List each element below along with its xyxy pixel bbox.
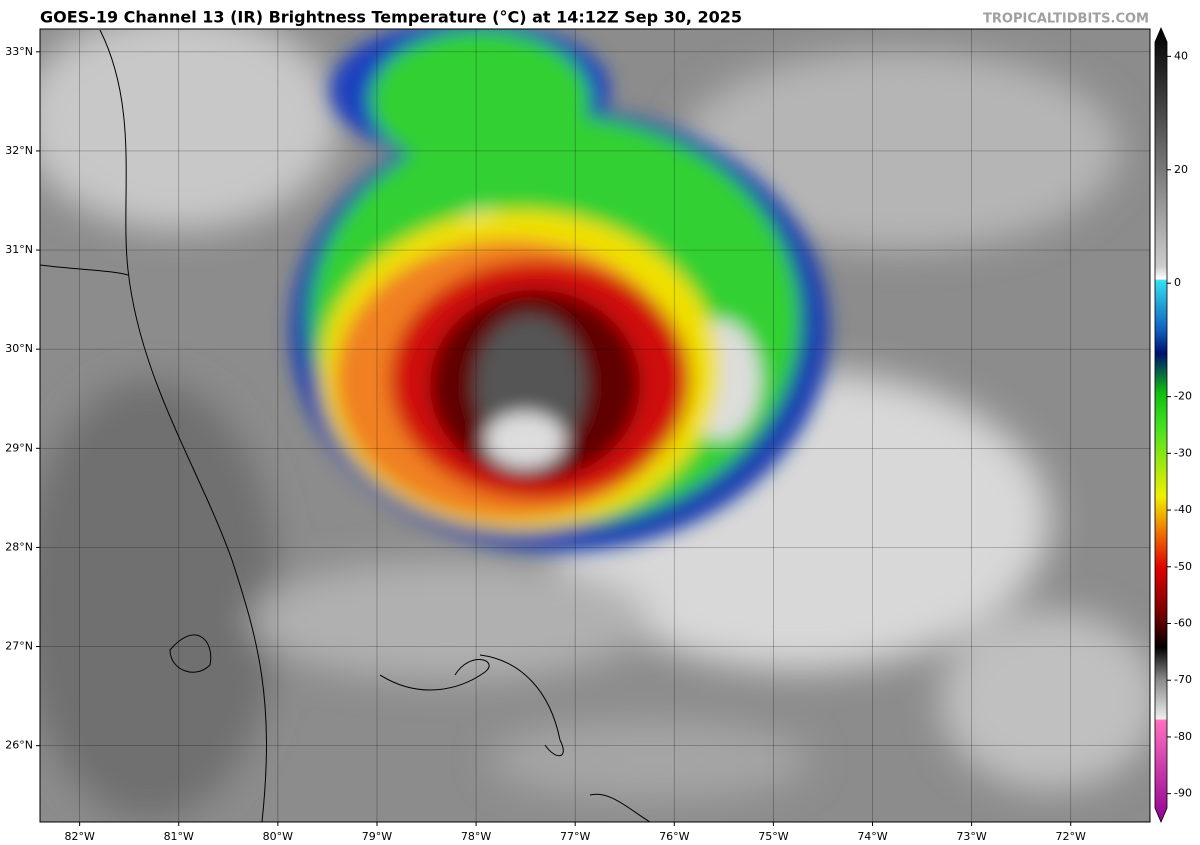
cloud bbox=[490, 720, 810, 800]
colorbar-label: 40 bbox=[1174, 49, 1188, 62]
lon-label: 76°W bbox=[659, 830, 689, 843]
land bbox=[40, 380, 280, 820]
cloud bbox=[40, 29, 340, 230]
lat-label: 26°N bbox=[5, 739, 33, 752]
map-frame bbox=[39, 28, 1151, 823]
lon-label: 77°W bbox=[560, 830, 590, 843]
colorbar-label: -30 bbox=[1174, 446, 1192, 459]
colorbar-label: -50 bbox=[1174, 560, 1192, 573]
lat-label: 27°N bbox=[5, 640, 33, 653]
title: GOES-19 Channel 13 (IR) Brightness Tempe… bbox=[40, 8, 742, 27]
colorbar-label: 20 bbox=[1174, 163, 1188, 176]
imagery bbox=[40, 29, 1150, 822]
axes: 82°W 81°W 80°W 79°W 78°W 77°W 76°W 75°W 74°W 73°W… bbox=[5, 29, 1150, 843]
coast bbox=[99, 29, 267, 822]
credit: TROPICALTIDBITS.COM bbox=[983, 12, 1149, 27]
coastline bbox=[40, 29, 651, 822]
lon-label: 80°W bbox=[263, 830, 293, 843]
colorbar-label: 0 bbox=[1174, 276, 1181, 289]
lat-label: 28°N bbox=[5, 540, 33, 553]
clouds bbox=[40, 29, 1150, 820]
colorbar-label: -20 bbox=[1174, 390, 1192, 403]
lon-label: 75°W bbox=[758, 830, 788, 843]
cloud-top bbox=[485, 412, 565, 468]
lon-label: 81°W bbox=[164, 830, 194, 843]
coast bbox=[479, 654, 564, 757]
lon-label: 78°W bbox=[461, 830, 491, 843]
colorbar-label: -80 bbox=[1174, 730, 1192, 743]
storm bbox=[290, 29, 830, 552]
lon-label: 79°W bbox=[362, 830, 392, 843]
lon-label: 74°W bbox=[857, 830, 887, 843]
lon-label: 82°W bbox=[64, 830, 94, 843]
lat-label: 32°N bbox=[5, 144, 33, 157]
cloud bbox=[940, 610, 1150, 790]
coast bbox=[589, 793, 651, 822]
colorbar-label: -40 bbox=[1174, 503, 1192, 516]
lat-label: 29°N bbox=[5, 441, 33, 454]
cloud bbox=[680, 50, 1120, 250]
lon-label: 73°W bbox=[956, 830, 986, 843]
colorbar-label: -70 bbox=[1174, 673, 1192, 686]
colorbar bbox=[1154, 26, 1168, 824]
coast bbox=[379, 659, 490, 691]
lat-label: 30°N bbox=[5, 342, 33, 355]
lat-label: 31°N bbox=[5, 243, 33, 256]
coast bbox=[40, 264, 129, 276]
colorbar-label: -60 bbox=[1174, 617, 1192, 630]
cloud bbox=[250, 560, 650, 680]
colorbar-label: -90 bbox=[1174, 787, 1192, 800]
lon-label: 72°W bbox=[1056, 830, 1086, 843]
lat-label: 33°N bbox=[5, 45, 33, 58]
lake bbox=[169, 634, 212, 673]
